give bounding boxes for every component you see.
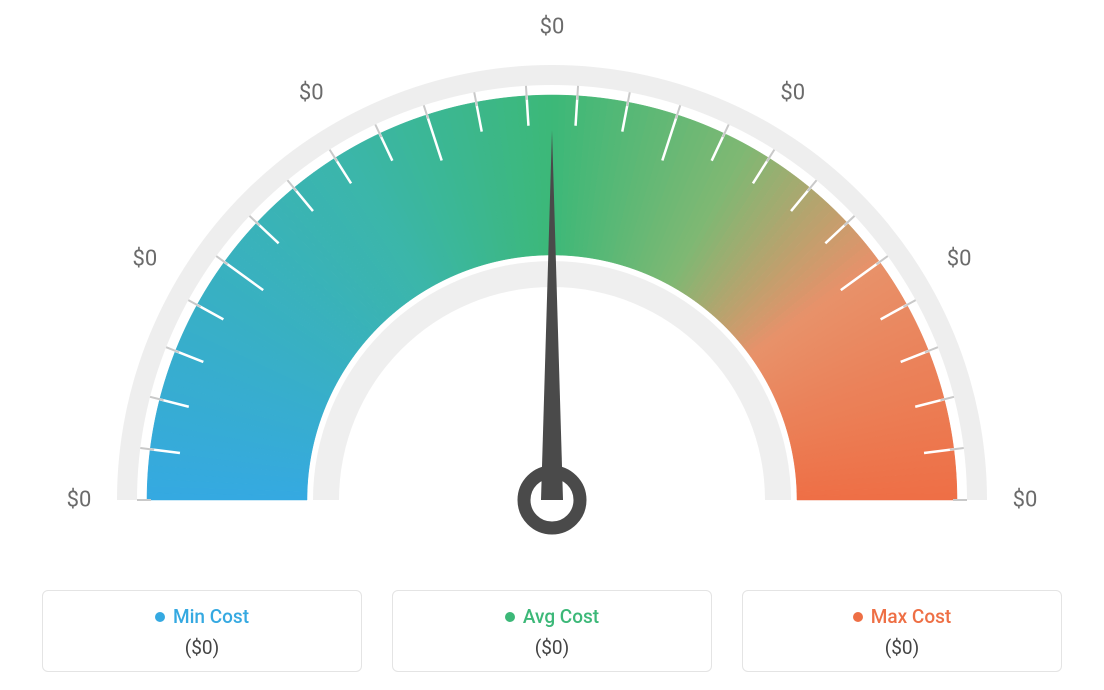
gauge-container: $0 $0 $0 $0 $0 $0 $0 <box>0 0 1104 560</box>
legend-card-max: Max Cost ($0) <box>742 590 1062 672</box>
legend-label-max: Max Cost <box>871 605 951 628</box>
legend-value-min: ($0) <box>53 636 351 659</box>
legend-dot-avg <box>505 612 515 622</box>
legend-row: Min Cost ($0) Avg Cost ($0) Max Cost ($0… <box>0 590 1104 672</box>
legend-dot-max <box>853 612 863 622</box>
gauge-tick-label: $0 <box>780 80 805 105</box>
legend-value-avg: ($0) <box>403 636 701 659</box>
gauge-tick-label: $0 <box>67 488 92 513</box>
legend-dot-min <box>155 612 165 622</box>
gauge-tick-label: $0 <box>947 247 972 272</box>
legend-value-max: ($0) <box>753 636 1051 659</box>
gauge-tick-label: $0 <box>1013 488 1038 513</box>
gauge-tick-label: $0 <box>299 80 324 105</box>
gauge-svg <box>0 0 1104 560</box>
legend-card-min: Min Cost ($0) <box>42 590 362 672</box>
legend-card-avg: Avg Cost ($0) <box>392 590 712 672</box>
legend-label-avg: Avg Cost <box>523 605 599 628</box>
gauge-tick-label: $0 <box>132 247 157 272</box>
legend-label-min: Min Cost <box>173 605 249 628</box>
gauge-tick-label: $0 <box>540 15 565 40</box>
